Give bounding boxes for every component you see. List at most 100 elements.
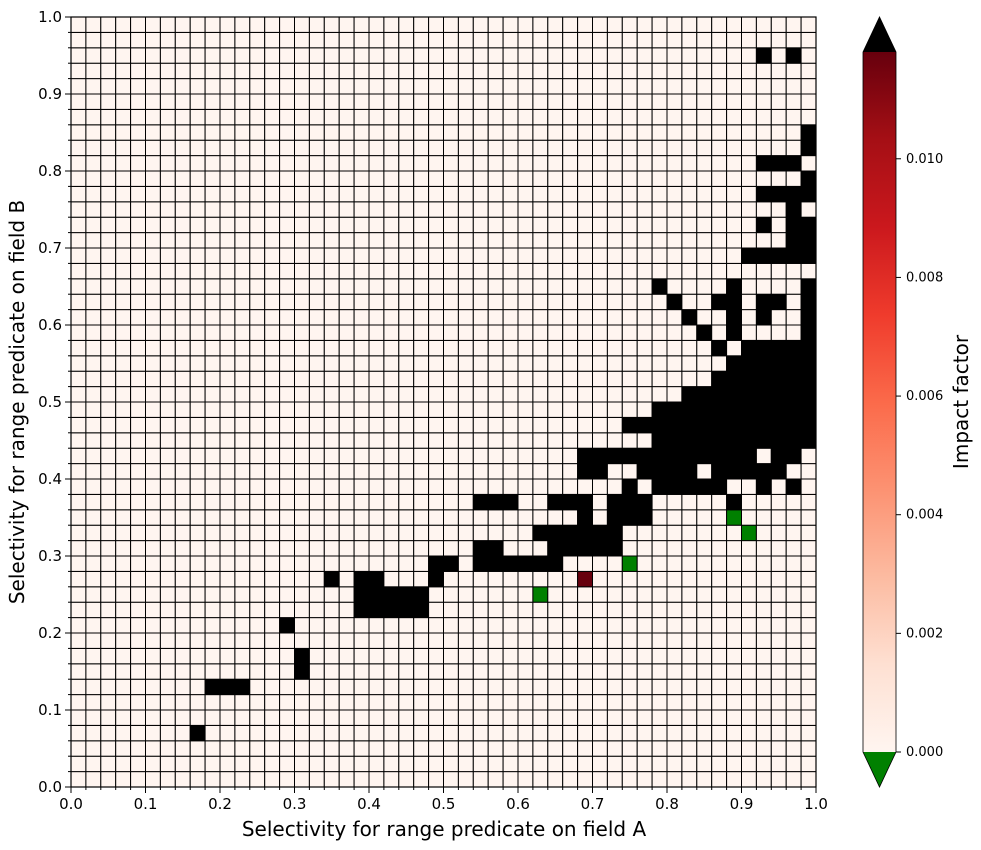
heatmap-cell [681, 93, 698, 110]
heatmap-cell [85, 139, 102, 157]
heatmap-cell [219, 416, 236, 434]
heatmap-cell [696, 555, 713, 572]
heatmap-cell [189, 185, 206, 203]
heatmap-cell [413, 201, 430, 218]
heatmap-cell [547, 755, 564, 773]
heatmap-cell [308, 370, 325, 388]
heatmap-cell [279, 78, 296, 95]
heatmap-cell [383, 478, 400, 495]
heatmap-cell [502, 216, 519, 234]
heatmap-cell [696, 309, 713, 326]
heatmap-cell [726, 355, 742, 372]
heatmap-cell [711, 463, 728, 480]
heatmap-cell [353, 355, 370, 372]
heatmap-cell [398, 509, 415, 526]
heatmap-cell [651, 370, 668, 388]
heatmap-cell [651, 62, 668, 80]
heatmap-cell [606, 755, 623, 773]
heatmap-cell [770, 339, 787, 357]
heatmap-cell [443, 278, 459, 295]
heatmap-cell [353, 47, 370, 64]
heatmap-cell [279, 678, 296, 696]
heatmap-cell [204, 416, 221, 434]
heatmap-cell [70, 232, 87, 249]
heatmap-cell [472, 724, 489, 742]
heatmap-cell [383, 201, 400, 218]
heatmap-cell [219, 647, 236, 665]
heatmap-cell [562, 293, 579, 311]
heatmap-cell [279, 247, 296, 264]
heatmap-cell [413, 139, 430, 157]
heatmap-cell [219, 755, 236, 773]
heatmap-cell [100, 493, 117, 511]
heatmap-cell [681, 185, 698, 203]
heatmap-cell [562, 78, 579, 95]
colorbar-under-extension [863, 752, 896, 787]
heatmap-cell [189, 540, 206, 557]
heatmap-cell [651, 47, 668, 64]
heatmap-cell [696, 216, 713, 234]
heatmap-cell [741, 232, 757, 249]
heatmap-cell [443, 724, 459, 742]
heatmap-cell [621, 570, 638, 588]
heatmap-cell [115, 647, 132, 665]
heatmap-cell [472, 632, 489, 649]
heatmap-cell [785, 709, 802, 726]
heatmap-cell [696, 540, 713, 557]
heatmap-cell [800, 216, 817, 234]
heatmap-cell [755, 31, 772, 49]
heatmap-cell [85, 463, 102, 480]
heatmap-cell [770, 632, 787, 649]
heatmap-cell [487, 540, 504, 557]
heatmap-cell [219, 309, 236, 326]
heatmap-cell [308, 155, 325, 172]
heatmap-cell [770, 647, 787, 665]
heatmap-cell [115, 509, 132, 526]
heatmap-cell [204, 478, 221, 495]
heatmap-cell [636, 31, 653, 49]
x-tick-label: 0.0 [59, 795, 83, 813]
heatmap-cell [800, 386, 817, 403]
heatmap-cell [517, 478, 534, 495]
heatmap-cell [353, 262, 370, 280]
heatmap-cell [457, 694, 474, 711]
heatmap-cell [85, 278, 102, 295]
heatmap-cell [636, 62, 653, 80]
heatmap-cell [472, 755, 489, 773]
heatmap-cell [592, 601, 608, 619]
heatmap-cell [606, 416, 623, 434]
heatmap-cell [279, 647, 296, 665]
heatmap-cell [353, 309, 370, 326]
heatmap-cell [249, 709, 266, 726]
heatmap-cell [249, 278, 266, 295]
heatmap-cell [770, 78, 787, 95]
heatmap-cell [353, 232, 370, 249]
heatmap-cell [338, 139, 355, 157]
heatmap-cell [606, 540, 623, 557]
heatmap-cell [100, 632, 117, 649]
heatmap-cell [741, 447, 757, 465]
heatmap-cell [755, 124, 772, 141]
heatmap-cell [234, 93, 251, 110]
heatmap-cell [85, 432, 102, 449]
heatmap-cell [85, 62, 102, 80]
heatmap-cell [532, 324, 549, 341]
heatmap-cell [383, 31, 400, 49]
heatmap-cell [681, 647, 698, 665]
heatmap-cell [145, 709, 161, 726]
heatmap-cell [383, 617, 400, 634]
heatmap-cell [755, 678, 772, 696]
heatmap-cell [174, 47, 191, 64]
heatmap-cell [651, 771, 668, 788]
heatmap-cell [428, 678, 445, 696]
heatmap-cell [577, 555, 593, 572]
heatmap-cell [145, 509, 161, 526]
heatmap-cell [264, 694, 281, 711]
heatmap-cell [785, 108, 802, 126]
heatmap-cell [547, 185, 564, 203]
heatmap-cell [413, 262, 430, 280]
heatmap-cell [532, 185, 549, 203]
heatmap-cell [487, 216, 504, 234]
heatmap-cell [562, 570, 579, 588]
heatmap-cell [785, 524, 802, 542]
